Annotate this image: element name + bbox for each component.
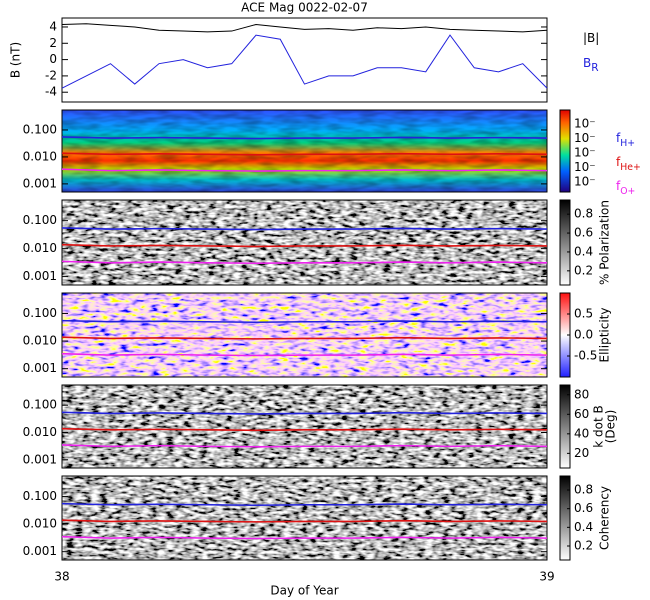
y-tick-label: 0.001 (23, 361, 57, 375)
y-tick-label: 0.001 (23, 176, 57, 190)
y-tick-label: 0.100 (23, 489, 57, 503)
legend-name: B (583, 56, 591, 70)
panel-frame (61, 199, 548, 286)
colorbar-tick-label: 0.2 (574, 539, 593, 553)
colorbar-title: % Polarization (598, 200, 612, 285)
panel-frame (61, 475, 548, 561)
y-tick-label: 0 (49, 52, 57, 66)
colorbar-label: 10⁻ (574, 175, 596, 189)
y-tick-label: 2 (49, 36, 57, 50)
colorbar-tick-label: 40 (574, 426, 589, 440)
panel-frame (61, 109, 548, 193)
colorbar-tick-label: 80 (574, 387, 589, 401)
y-axis-label: B (nT) (9, 42, 23, 78)
colorbar-tick-label: 0.6 (574, 501, 593, 515)
series-line (61, 34, 548, 89)
colorbar-title: Ellipticity (598, 308, 612, 363)
chart-title: ACE Mag 0022-02-07 (241, 1, 368, 15)
colorbar-title: k dot B (592, 405, 606, 447)
colorbar-label: 10⁻ (574, 131, 596, 145)
colorbar-tick-label: 0.4 (574, 244, 593, 258)
y-tick-label: 0.100 (23, 306, 57, 320)
colorbar-title: (Deg) (604, 410, 618, 444)
y-tick-label: 0.010 (23, 149, 57, 163)
colorbar-label: 10⁻ (574, 160, 596, 174)
colorbar-tick-label: 0.2 (574, 263, 593, 277)
series-line (61, 336, 548, 340)
x-tick-label: 39 (539, 570, 554, 584)
y-tick-label: 4 (49, 19, 57, 33)
y-tick-label: 0.100 (23, 213, 57, 227)
colorbar-label: 10⁻ (574, 117, 596, 131)
series-line (61, 260, 548, 265)
colorbar-tick-label: 60 (574, 407, 589, 421)
legend-sub: H+ (620, 138, 635, 149)
legend-label: fH+ (616, 131, 635, 149)
colorbar-tick-label: 0.6 (574, 226, 593, 240)
series-line (61, 152, 548, 156)
series-line (61, 168, 548, 172)
colorbar-tick-label: 0.8 (574, 483, 593, 497)
spectrogram-bg (62, 293, 547, 377)
spectrogram-bg (62, 385, 547, 468)
colorbar (559, 199, 571, 286)
y-tick-label: 0.010 (23, 517, 57, 531)
x-axis-label: Day of Year (270, 584, 338, 598)
series-line (61, 227, 548, 231)
colorbar (559, 384, 571, 469)
series-line (61, 411, 548, 415)
legend-name: |B| (583, 31, 599, 45)
legend-sub: O+ (620, 186, 635, 197)
colorbar-tick-label: 0.4 (574, 520, 593, 534)
colorbar-tick-label: -0.5 (574, 349, 597, 363)
colorbar-title: Coherency (598, 486, 612, 550)
y-tick-label: 0.010 (23, 334, 57, 348)
series-line (61, 243, 548, 248)
legend-name: f (616, 131, 621, 145)
colorbar (559, 109, 571, 193)
y-tick-label: -2 (45, 68, 57, 82)
panel-frame (61, 384, 548, 469)
series-line (61, 352, 548, 357)
spectrogram-noise (62, 110, 547, 192)
y-tick-label: 0.001 (23, 544, 57, 558)
spectrogram-bg (62, 200, 547, 285)
series-line (61, 535, 548, 540)
legend-sub: R (591, 62, 599, 74)
colorbar-tick-label: 0.8 (574, 207, 593, 221)
legend-name: f (616, 155, 621, 169)
spectrogram-bg (62, 476, 547, 560)
legend-sub: He+ (620, 162, 641, 173)
y-tick-label: 0.001 (23, 452, 57, 466)
legend-name: f (616, 179, 621, 193)
legend-label: BR (583, 56, 599, 75)
series-line (61, 23, 548, 33)
legend-label: fHe+ (616, 155, 641, 173)
y-tick-label: 0.010 (23, 241, 57, 255)
colorbar (559, 475, 571, 561)
y-tick-label: 0.010 (23, 425, 57, 439)
panel-frame (61, 292, 548, 378)
y-tick-label: 0.001 (23, 269, 57, 283)
series-line (61, 502, 548, 507)
y-tick-label: 0.100 (23, 122, 57, 136)
legend-label: fO+ (616, 179, 635, 197)
colorbar-tick-label: 0.5 (574, 307, 593, 321)
series-line (61, 444, 548, 448)
series-line (61, 136, 548, 140)
colorbar-label: 10⁻ (574, 146, 596, 160)
series-line (61, 519, 548, 523)
y-tick-label: -4 (45, 85, 57, 99)
series-line (61, 319, 548, 324)
colorbar-tick-label: 20 (574, 446, 589, 460)
colorbar-tick-label: 0.0 (574, 328, 593, 342)
y-tick-label: 0.100 (23, 398, 57, 412)
x-tick-label: 38 (54, 570, 69, 584)
series-line (61, 427, 548, 432)
legend-label: |B| (583, 31, 599, 45)
